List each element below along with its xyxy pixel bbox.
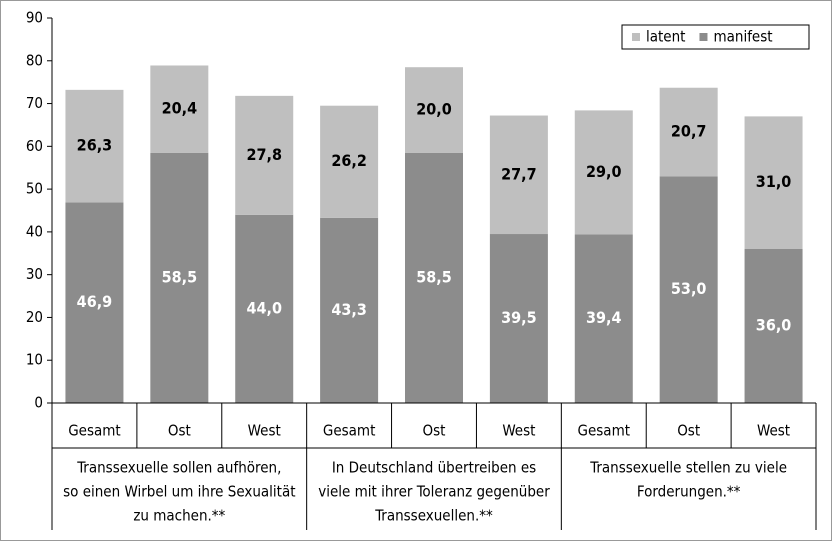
value-label: 44,0 bbox=[246, 298, 282, 317]
y-tick-label: 30 bbox=[26, 265, 43, 283]
group-label: Transsexuelle stellen zu viele bbox=[589, 459, 787, 477]
value-label: 43,3 bbox=[331, 300, 367, 319]
legend-label: manifest bbox=[713, 28, 772, 46]
value-label: 27,7 bbox=[501, 164, 537, 183]
value-label: 26,2 bbox=[331, 151, 367, 170]
x-tick-label: Ost bbox=[677, 422, 700, 440]
group-label: Forderungen.** bbox=[637, 483, 741, 501]
legend-swatch bbox=[699, 33, 708, 41]
group-label: viele mit ihrer Toleranz gegenüber bbox=[318, 483, 550, 501]
group-label: so einen Wirbel um ihre Sexualität bbox=[63, 483, 295, 501]
value-label: 29,0 bbox=[586, 162, 622, 181]
group-label: Transsexuelle sollen aufhören, bbox=[76, 459, 281, 477]
bar-segment bbox=[320, 105, 379, 218]
value-label: 20,0 bbox=[416, 99, 452, 118]
x-tick-label: Gesamt bbox=[68, 422, 121, 440]
bar-segment bbox=[235, 214, 294, 403]
y-tick-label: 80 bbox=[26, 51, 43, 69]
group-label: zu machen.** bbox=[133, 507, 225, 525]
y-tick-label: 10 bbox=[26, 351, 43, 369]
bar-segment bbox=[150, 152, 209, 403]
bar-segment bbox=[659, 87, 718, 177]
bar-segment bbox=[65, 89, 124, 203]
y-tick-label: 60 bbox=[26, 137, 43, 155]
value-label: 36,0 bbox=[756, 316, 792, 335]
y-tick-label: 20 bbox=[26, 308, 43, 326]
bar-segment bbox=[235, 95, 294, 215]
value-label: 31,0 bbox=[756, 172, 792, 191]
x-tick-label: West bbox=[502, 422, 535, 440]
bar-segment bbox=[405, 67, 463, 153]
value-label: 26,3 bbox=[77, 136, 113, 155]
bar-segment bbox=[320, 217, 379, 403]
bar-segment bbox=[489, 115, 548, 235]
value-label: 58,5 bbox=[162, 267, 198, 286]
bar-segment bbox=[744, 249, 803, 403]
value-label: 53,0 bbox=[671, 279, 707, 298]
bar-segment bbox=[744, 116, 803, 249]
group-label: In Deutschland übertreiben es bbox=[332, 459, 536, 477]
y-tick-label: 50 bbox=[26, 180, 43, 198]
y-tick-label: 0 bbox=[34, 394, 43, 412]
x-tick-label: Gesamt bbox=[323, 422, 376, 440]
value-label: 20,4 bbox=[162, 99, 198, 118]
legend-swatch bbox=[632, 33, 640, 41]
y-tick-label: 40 bbox=[26, 222, 43, 240]
bar-segment bbox=[659, 176, 718, 403]
value-label: 20,7 bbox=[671, 122, 707, 141]
bar-segment bbox=[65, 202, 124, 403]
group-label: Transsexuellen.** bbox=[374, 507, 493, 525]
bar-segment bbox=[574, 234, 633, 403]
bar-segment bbox=[574, 110, 633, 235]
x-tick-label: Gesamt bbox=[578, 422, 631, 440]
x-tick-label: Ost bbox=[168, 422, 191, 440]
x-tick-label: West bbox=[757, 422, 790, 440]
value-label: 39,5 bbox=[501, 308, 537, 327]
legend-label: latent bbox=[646, 28, 685, 46]
value-label: 27,8 bbox=[246, 145, 282, 164]
x-tick-label: West bbox=[248, 422, 281, 440]
x-tick-label: Ost bbox=[423, 422, 446, 440]
legend-box bbox=[621, 24, 810, 50]
bar-segment bbox=[405, 152, 463, 403]
y-tick-label: 90 bbox=[26, 9, 43, 27]
bar-segment bbox=[489, 234, 548, 403]
value-label: 39,4 bbox=[586, 308, 622, 327]
value-label: 58,5 bbox=[416, 267, 452, 286]
y-tick-label: 70 bbox=[26, 94, 43, 112]
value-label: 46,9 bbox=[77, 292, 113, 311]
bar-segment bbox=[150, 65, 209, 153]
